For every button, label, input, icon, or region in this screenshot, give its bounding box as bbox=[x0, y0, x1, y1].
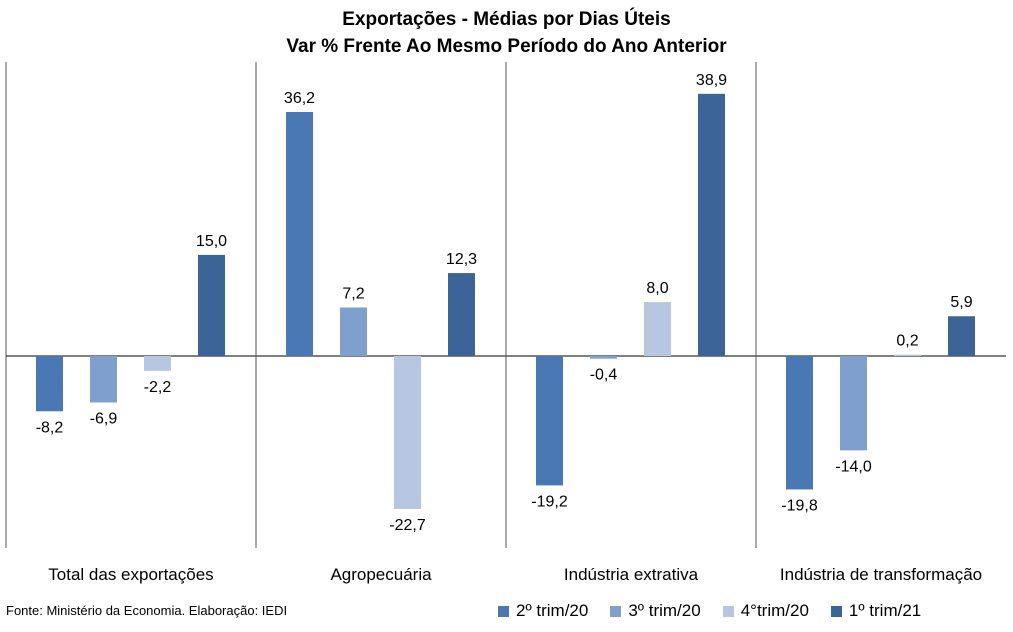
legend-item: 3º trim/20 bbox=[610, 601, 701, 621]
data-label: 15,0 bbox=[196, 233, 227, 250]
bar bbox=[36, 356, 63, 412]
x-tick-label: Indústria extrativa bbox=[564, 565, 699, 584]
legend-label: 1º trim/21 bbox=[848, 601, 922, 620]
data-label: -2,2 bbox=[144, 379, 172, 396]
bar bbox=[448, 273, 475, 356]
legend-item: 2º trim/20 bbox=[498, 601, 588, 621]
legend-swatch bbox=[610, 605, 622, 617]
x-tick-label: Agropecuária bbox=[330, 565, 432, 584]
data-label: -8,2 bbox=[36, 419, 64, 436]
legend-label: 2º trim/20 bbox=[516, 601, 589, 620]
source-note: Fonte: Ministério da Economia. Elaboraçã… bbox=[6, 603, 288, 618]
bar bbox=[340, 307, 367, 356]
legend-item: 1º trim/21 bbox=[830, 601, 922, 621]
data-label: -0,4 bbox=[590, 367, 618, 384]
data-label: -6,9 bbox=[90, 411, 118, 428]
chart-title-line1: Exportações - Médias por Dias Úteis bbox=[342, 9, 671, 30]
bar bbox=[90, 356, 117, 403]
chart-legend: 2º trim/20 3º trim/20 4°trim/20 1º trim/21 bbox=[498, 601, 921, 621]
chart-title-line2: Var % Frente Ao Mesmo Período do Ano Ant… bbox=[286, 36, 727, 57]
legend-swatch bbox=[830, 605, 842, 617]
legend-label: 4°trim/20 bbox=[740, 601, 809, 620]
legend-label: 3º trim/20 bbox=[628, 601, 701, 620]
bar bbox=[840, 356, 867, 451]
data-label: -14,0 bbox=[835, 458, 872, 475]
bar bbox=[536, 356, 563, 486]
data-label: 38,9 bbox=[696, 72, 727, 89]
bar bbox=[198, 254, 225, 356]
chart-title: Exportações - Médias por Dias Úteis Var … bbox=[0, 6, 1013, 60]
bar bbox=[698, 93, 725, 357]
legend-item: 4°trim/20 bbox=[722, 601, 809, 621]
data-label: 7,2 bbox=[342, 285, 364, 302]
data-label: 36,2 bbox=[284, 90, 315, 107]
data-label: 5,9 bbox=[950, 294, 972, 311]
data-label: 12,3 bbox=[446, 251, 477, 268]
legend-swatch bbox=[722, 605, 734, 617]
data-label: 8,0 bbox=[646, 280, 668, 297]
data-label: -19,8 bbox=[781, 497, 818, 514]
bar bbox=[394, 356, 421, 509]
x-tick-label: Total das exportações bbox=[48, 565, 213, 584]
data-label: 0,2 bbox=[896, 333, 918, 350]
bar bbox=[894, 354, 921, 356]
bar bbox=[948, 316, 975, 356]
legend-swatch bbox=[498, 605, 509, 617]
bar bbox=[644, 302, 671, 356]
data-label: -19,2 bbox=[531, 493, 568, 510]
data-label: -22,7 bbox=[389, 517, 426, 534]
bar bbox=[286, 112, 313, 357]
bar bbox=[590, 356, 617, 359]
x-tick-label: Indústria de transformação bbox=[780, 565, 982, 584]
bar bbox=[144, 356, 171, 371]
bar bbox=[786, 356, 813, 490]
